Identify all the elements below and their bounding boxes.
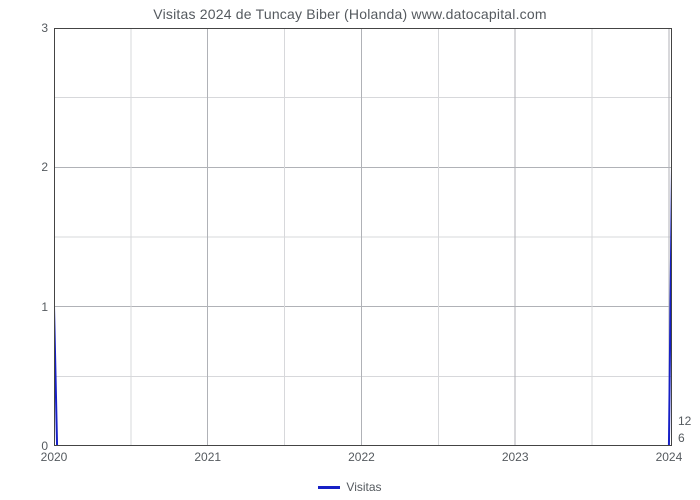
- x-tick-label: 2020: [41, 450, 68, 464]
- x-tick-label: 2024: [656, 450, 683, 464]
- x-tick-label: 2021: [194, 450, 221, 464]
- x-tick-label: 2022: [348, 450, 375, 464]
- chart-container: Visitas 2024 de Tuncay Biber (Holanda) w…: [0, 0, 700, 500]
- y-right-tick-label: 12: [678, 414, 700, 428]
- x-tick-label: 2023: [502, 450, 529, 464]
- legend-swatch-visitas: [318, 486, 340, 489]
- plot-area: [54, 28, 672, 446]
- y-tick-label: 1: [18, 300, 48, 314]
- y-right-tick-label: 6: [678, 431, 700, 445]
- legend-label-visitas: Visitas: [346, 480, 381, 494]
- legend: Visitas: [0, 480, 700, 494]
- y-tick-label: 3: [18, 21, 48, 35]
- y-tick-label: 2: [18, 160, 48, 174]
- chart-title: Visitas 2024 de Tuncay Biber (Holanda) w…: [0, 6, 700, 22]
